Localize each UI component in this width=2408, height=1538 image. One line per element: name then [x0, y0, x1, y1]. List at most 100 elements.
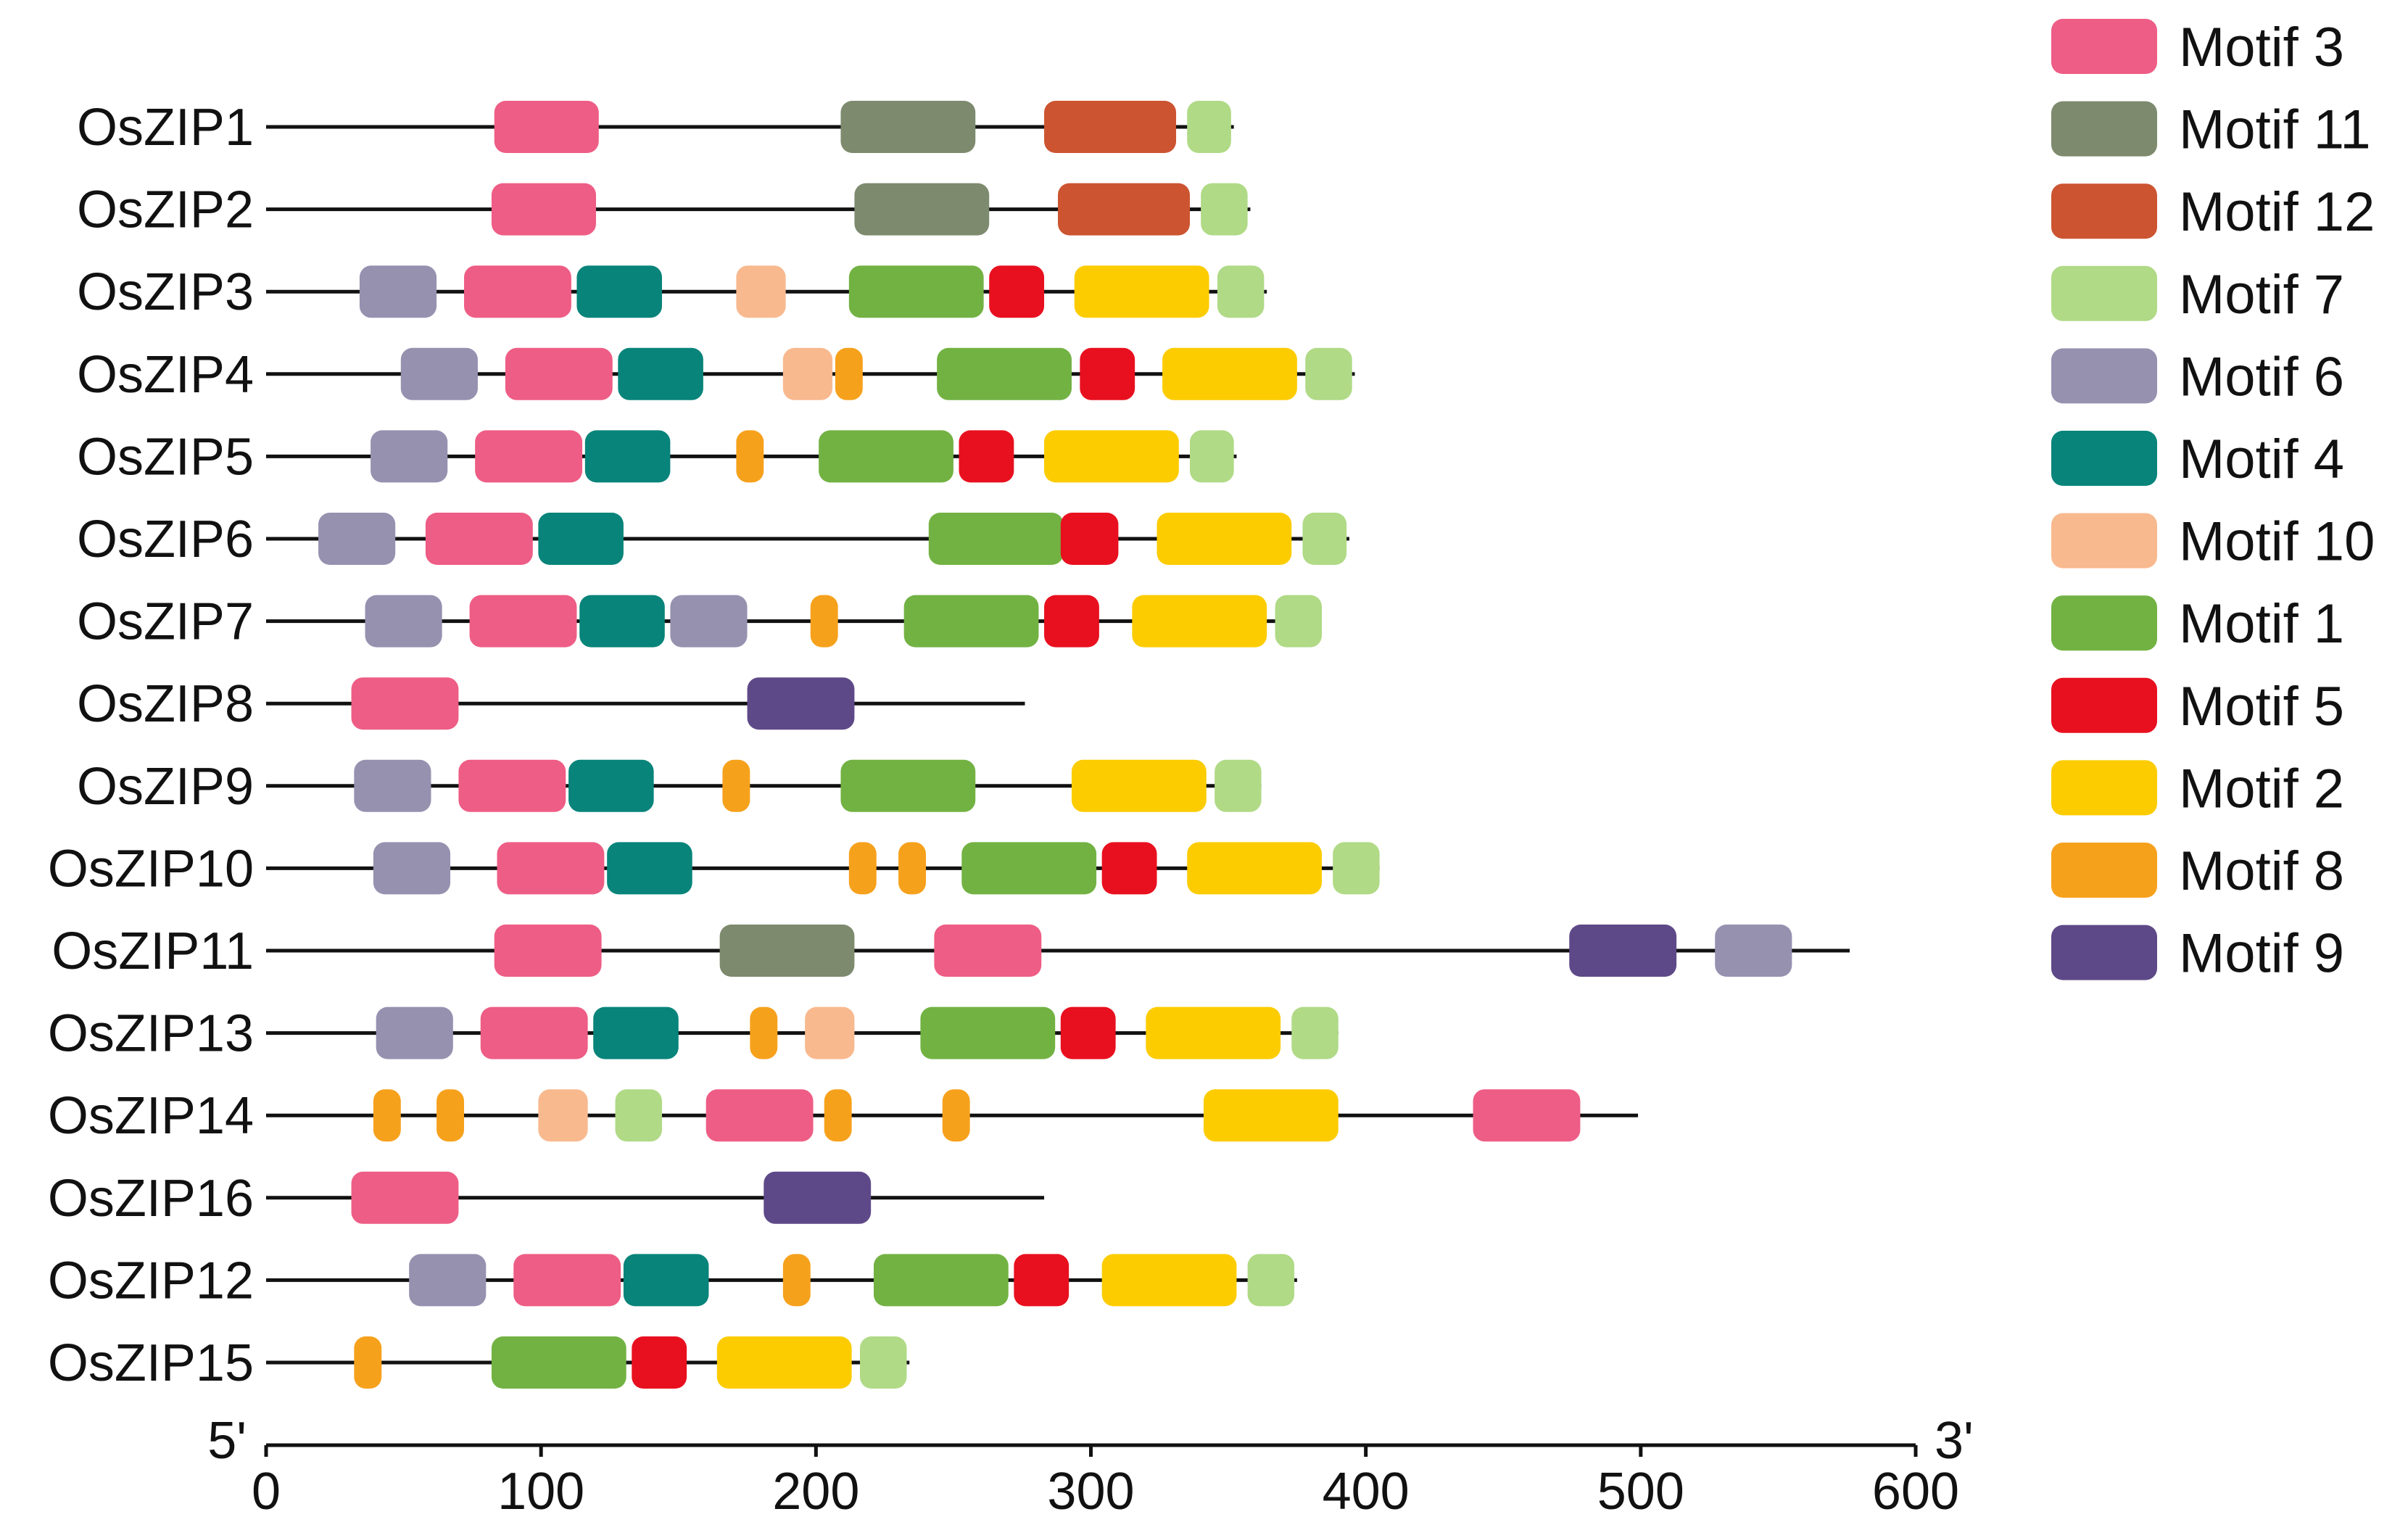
gene-label: OsZIP4 [77, 346, 254, 404]
gene-row: OsZIP5 [77, 428, 1237, 486]
motif-box-motif-8 [848, 842, 877, 895]
motif-box-motif-2 [1203, 1089, 1339, 1142]
motif-box-motif-7 [1302, 513, 1347, 565]
motif-box-motif-3 [497, 842, 605, 895]
tick-label: 0 [252, 1463, 281, 1521]
motif-box-motif-6 [409, 1254, 487, 1307]
motif-box-motif-7 [1190, 430, 1234, 483]
motif-box-motif-7 [1215, 759, 1262, 812]
motif-box-motif-1 [848, 265, 984, 318]
motif-box-motif-2 [1101, 1254, 1237, 1307]
motif-box-motif-6 [365, 595, 442, 648]
motif-box-motif-1 [920, 1006, 1056, 1059]
legend-item: Motif 3 [2051, 17, 2344, 78]
legend-item: Motif 2 [2051, 758, 2344, 819]
motif-box-motif-10 [805, 1006, 855, 1059]
gene-row: OsZIP15 [48, 1334, 910, 1392]
legend-label: Motif 2 [2179, 758, 2344, 819]
motif-box-motif-4 [584, 430, 671, 483]
motif-box-motif-7 [1187, 101, 1231, 153]
legend-item: Motif 10 [2051, 511, 2375, 573]
legend-label: Motif 10 [2179, 511, 2375, 573]
legend-swatch [2051, 595, 2157, 651]
motif-box-motif-3 [475, 430, 583, 483]
motif-box-motif-3 [480, 1006, 588, 1059]
three-prime-label: 3' [1935, 1412, 1974, 1470]
motif-box-motif-5 [989, 265, 1045, 318]
legend-label: Motif 1 [2179, 593, 2344, 655]
motif-box-motif-10 [736, 265, 786, 318]
motif-box-motif-2 [1071, 759, 1207, 812]
gene-label: OsZIP1 [77, 99, 254, 157]
motif-box-motif-2 [1162, 347, 1297, 400]
gene-row: OsZIP8 [77, 675, 1025, 733]
motif-box-motif-5 [1014, 1254, 1069, 1307]
motif-box-motif-3 [494, 101, 599, 153]
legend-swatch [2051, 348, 2157, 404]
motif-box-motif-6 [354, 759, 431, 812]
gene-row: OsZIP6 [77, 510, 1349, 569]
legend-label: Motif 6 [2179, 346, 2344, 408]
motif-box-motif-4 [607, 842, 692, 895]
motif-box-motif-5 [632, 1336, 687, 1389]
motif-box-motif-3 [934, 925, 1042, 977]
motif-box-motif-4 [576, 265, 662, 318]
motif-box-motif-1 [903, 595, 1039, 648]
gene-label: OsZIP7 [77, 593, 254, 651]
gene-label: OsZIP9 [77, 758, 254, 816]
legend-swatch [2051, 265, 2157, 321]
motif-box-motif-9 [1569, 925, 1677, 977]
gene-row: OsZIP1 [77, 99, 1234, 157]
gene-row: OsZIP13 [48, 1005, 1339, 1063]
motif-box-motif-3 [351, 677, 459, 730]
motif-box-motif-12 [1058, 183, 1190, 236]
motif-box-motif-8 [810, 595, 838, 648]
gene-label: OsZIP10 [48, 840, 254, 898]
legend-swatch [2051, 925, 2157, 980]
gene-label: OsZIP12 [48, 1252, 254, 1310]
tick-label: 200 [772, 1463, 859, 1521]
legend-label: Motif 4 [2179, 429, 2344, 490]
motif-box-motif-6 [359, 265, 437, 318]
legend-swatch [2051, 431, 2157, 486]
legend-swatch [2051, 760, 2157, 816]
legend-item: Motif 9 [2051, 923, 2344, 985]
motif-box-motif-8 [736, 430, 764, 483]
motif-box-motif-4 [623, 1254, 709, 1307]
legend-label: Motif 9 [2179, 923, 2344, 985]
motif-box-motif-5 [1080, 347, 1135, 400]
motif-box-motif-6 [1715, 925, 1792, 977]
gene-row: OsZIP10 [48, 840, 1380, 898]
motif-box-motif-3 [458, 759, 566, 812]
motif-box-motif-8 [898, 842, 926, 895]
gene-row: OsZIP14 [48, 1087, 1639, 1145]
motif-box-motif-6 [400, 347, 478, 400]
motif-box-motif-5 [1101, 842, 1157, 895]
gene-row: OsZIP11 [51, 922, 1850, 980]
legend-swatch [2051, 101, 2157, 157]
motif-box-motif-7 [1217, 265, 1265, 318]
motif-box-motif-8 [722, 759, 750, 812]
motif-box-motif-8 [782, 1254, 811, 1307]
motif-box-motif-2 [1074, 265, 1209, 318]
motif-box-motif-2 [716, 1336, 852, 1389]
gene-row: OsZIP12 [48, 1252, 1297, 1310]
gene-row: OsZIP7 [77, 593, 1322, 651]
motif-box-motif-5 [959, 430, 1014, 483]
motif-box-motif-1 [873, 1254, 1009, 1307]
motif-box-motif-5 [1060, 1006, 1116, 1059]
gene-row: OsZIP3 [77, 263, 1267, 321]
tick-label: 500 [1597, 1463, 1684, 1521]
legend-label: Motif 7 [2179, 264, 2344, 326]
motif-box-motif-11 [719, 925, 855, 977]
motif-box-motif-2 [1157, 513, 1292, 565]
five-prime-label: 5' [207, 1412, 247, 1470]
motif-box-motif-4 [618, 347, 703, 400]
motif-box-motif-8 [354, 1336, 382, 1389]
tick-label: 100 [497, 1463, 584, 1521]
motif-box-motif-6 [670, 595, 748, 648]
motif-box-motif-8 [835, 347, 863, 400]
legend-label: Motif 11 [2179, 99, 2371, 161]
gene-label: OsZIP16 [48, 1170, 254, 1228]
